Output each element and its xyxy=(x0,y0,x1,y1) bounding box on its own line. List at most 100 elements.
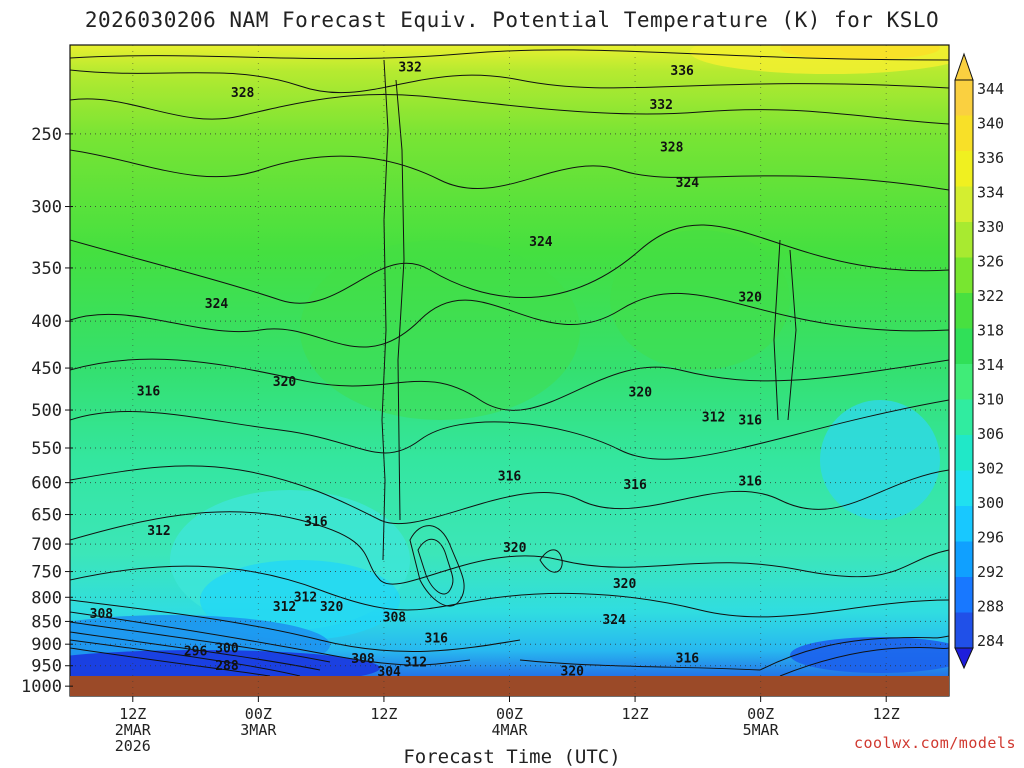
chart-title: 2026030206 NAM Forecast Equiv. Potential… xyxy=(84,8,940,32)
x-tick-label: 12Z xyxy=(370,705,397,723)
colorbar-segment xyxy=(955,506,973,542)
x-tick-label: 12Z xyxy=(873,705,900,723)
contour-label: 316 xyxy=(623,478,647,493)
y-tick-label: 1000 xyxy=(21,677,62,697)
contour-label: 320 xyxy=(613,577,637,592)
colorbar-segment xyxy=(955,186,973,223)
y-tick-label: 650 xyxy=(31,506,62,526)
contour-label: 316 xyxy=(304,515,328,530)
contour-label: 316 xyxy=(498,469,522,484)
field xyxy=(70,45,949,696)
y-tick-label: 350 xyxy=(31,259,62,279)
colorbar-top-arrow xyxy=(954,52,974,81)
x-tick-label: 12Z xyxy=(622,705,649,723)
colorbar-label: 334 xyxy=(977,184,1004,202)
contour-label: 316 xyxy=(137,384,161,399)
x-tick-label: 00Z xyxy=(245,705,272,723)
colorbar-bottom-arrow xyxy=(954,647,974,670)
contour-label: 332 xyxy=(398,60,421,75)
colorbar-label: 344 xyxy=(977,80,1004,98)
y-tick-label: 900 xyxy=(31,635,62,655)
y-tick-label: 400 xyxy=(31,312,62,332)
x-tick-label: 12Z xyxy=(119,705,146,723)
contour-label: 312 xyxy=(147,524,170,539)
contour-label: 312 xyxy=(702,410,725,425)
contour-label: 304 xyxy=(377,665,401,680)
y-tick-label: 500 xyxy=(31,401,62,421)
x-tick-label: 00Z xyxy=(496,705,523,723)
contour-label: 312 xyxy=(273,600,296,615)
x-tick-label: 3MAR xyxy=(240,721,277,739)
colorbar-label: 340 xyxy=(977,115,1004,133)
y-tick-label: 550 xyxy=(31,439,62,459)
contour-label: 332 xyxy=(649,98,672,113)
contour-label: 320 xyxy=(273,375,297,390)
colorbar-segment xyxy=(955,293,973,329)
colorbar-label: 330 xyxy=(977,218,1004,236)
y-tick-label: 950 xyxy=(31,657,62,677)
colorbar-segment xyxy=(955,257,973,294)
y-tick-label: 750 xyxy=(31,563,62,583)
colorbar-label: 300 xyxy=(977,494,1004,512)
contour-label: 308 xyxy=(383,611,407,626)
colorbar-segment xyxy=(955,399,973,436)
colorbar-label: 302 xyxy=(977,460,1004,478)
x-tick-label: 00Z xyxy=(747,705,774,723)
colorbar-frame xyxy=(954,79,974,649)
contour-label: 308 xyxy=(90,607,114,622)
contour-label: 300 xyxy=(215,641,239,656)
contour-label: 324 xyxy=(676,176,700,191)
y-tick-label: 850 xyxy=(31,612,62,632)
colorbar-segment xyxy=(955,541,973,578)
colorbar-label: 322 xyxy=(977,287,1004,305)
contour-label: 320 xyxy=(738,290,762,305)
credit-text: coolwx.com/models xyxy=(853,734,1016,752)
colorbar: 344 340 336 334 330 326 322 318 314 310 306 302 300 2… xyxy=(954,52,1004,670)
contour-label: 316 xyxy=(425,631,449,646)
contour-label: 324 xyxy=(529,235,553,250)
x-tick-label: 5MAR xyxy=(743,721,780,739)
colorbar-segment xyxy=(955,151,973,187)
contour-label: 320 xyxy=(561,665,585,680)
contour-label: 324 xyxy=(205,297,229,312)
contour-label: 316 xyxy=(676,651,700,666)
y-tick-label: 250 xyxy=(31,125,62,145)
contour-label: 288 xyxy=(215,659,239,674)
terrain-ground xyxy=(70,676,949,696)
contour-label: 328 xyxy=(660,140,684,155)
contour-label: 312 xyxy=(404,656,427,671)
x-axis-label: Forecast Time (UTC) xyxy=(403,746,621,768)
y-tick-label: 800 xyxy=(31,588,62,608)
contour-label: 336 xyxy=(670,64,694,79)
contour-label: 296 xyxy=(184,644,208,659)
x-tick-label: 2026 xyxy=(115,737,151,755)
colorbar-label: 310 xyxy=(977,391,1004,409)
colorbar-label: 326 xyxy=(977,253,1004,271)
contour-label: 324 xyxy=(602,613,626,628)
x-tick-label: 2MAR xyxy=(115,721,152,739)
y-axis: 250 300 350 400 450 500 550 600 650 700 750 800 850 9… xyxy=(21,125,73,697)
colorbar-label: 296 xyxy=(977,529,1004,547)
contour-label: 308 xyxy=(351,652,375,667)
contour-lines xyxy=(70,49,949,677)
contour-label: 328 xyxy=(231,86,255,101)
colorbar-segment xyxy=(955,80,973,116)
colorbar-label: 306 xyxy=(977,425,1004,443)
contour-label: 316 xyxy=(738,413,762,428)
colorbar-segment xyxy=(955,577,973,613)
contour-label: 320 xyxy=(503,541,527,556)
y-tick-label: 450 xyxy=(31,359,62,379)
contour-label: 312 xyxy=(294,590,317,605)
colorbar-label: 336 xyxy=(977,149,1004,167)
colorbar-segment xyxy=(955,435,973,471)
contour-label: 320 xyxy=(629,385,653,400)
colorbar-label: 288 xyxy=(977,598,1004,616)
colorbar-segment xyxy=(955,328,973,365)
y-tick-label: 700 xyxy=(31,535,62,555)
colorbar-segment xyxy=(955,115,973,152)
y-tick-label: 300 xyxy=(31,198,62,218)
colorbar-segment xyxy=(955,364,973,400)
